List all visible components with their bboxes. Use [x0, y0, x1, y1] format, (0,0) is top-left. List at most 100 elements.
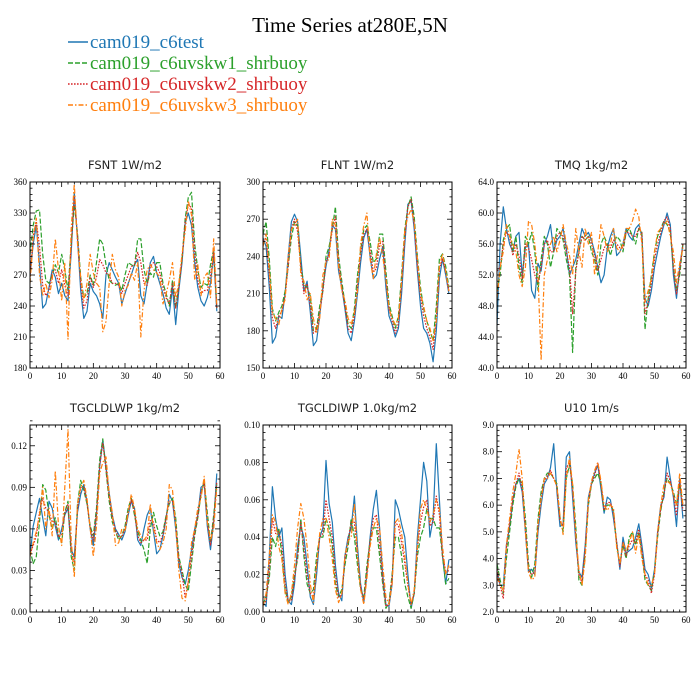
- y-tick-label: 0.06: [11, 524, 27, 534]
- x-tick-label: 0: [495, 371, 500, 381]
- y-tick-label: 180: [14, 363, 28, 373]
- x-tick-label: 50: [650, 371, 660, 381]
- legend-item: cam019_c6uvskw2_shrbuoy: [68, 74, 308, 95]
- x-tick-label: 0: [261, 371, 266, 381]
- series-line: [263, 196, 450, 342]
- x-tick-label: 40: [619, 371, 629, 381]
- x-tick-label: 30: [587, 371, 597, 381]
- series-line: [30, 196, 218, 309]
- x-tick-label: 0: [28, 615, 33, 625]
- panel-title: TGCLDIWP 1.0kg/m2: [297, 401, 417, 415]
- series-group: [263, 196, 450, 363]
- x-tick-label: 60: [682, 371, 692, 381]
- y-tick-label: 0.00: [11, 607, 27, 617]
- chart-panel: TGCLDIWP 1.0kg/m2 0 10 20 30 40 50 60 0.00 0.02 0.…: [244, 401, 457, 625]
- x-tick-label: 30: [121, 615, 131, 625]
- y-tick-label: 150: [247, 363, 261, 373]
- series-line: [263, 443, 450, 609]
- x-tick-label: 20: [322, 371, 332, 381]
- x-tick-label: 50: [184, 615, 194, 625]
- y-tick-label: 210: [247, 289, 261, 299]
- x-tick-label: 0: [28, 371, 33, 381]
- series-line: [30, 442, 218, 599]
- plot-frame: [262, 424, 453, 613]
- y-tick-label: 0.02: [244, 570, 260, 580]
- x-tick-label: 40: [385, 371, 395, 381]
- x-tick-label: 10: [290, 615, 300, 625]
- x-tick-label: 50: [416, 615, 426, 625]
- legend-label: cam019_c6uvskw2_shrbuoy: [90, 74, 308, 95]
- y-tick-label: 0.04: [244, 532, 260, 542]
- y-tick-label: 330: [14, 208, 28, 218]
- x-tick-label: 30: [587, 615, 597, 625]
- series-group: [497, 206, 684, 361]
- y-tick-label: 6.0: [483, 500, 495, 510]
- series-line: [30, 191, 218, 309]
- y-tick-label: 0.09: [11, 482, 27, 492]
- y-tick-label: 8.0: [483, 447, 495, 457]
- legend: cam019_c6testcam019_c6uvskw1_shrbuoycam0…: [68, 32, 308, 116]
- x-tick-label: 20: [322, 615, 332, 625]
- x-tick-label: 60: [216, 371, 226, 381]
- x-tick-label: 50: [184, 371, 194, 381]
- y-tick-label: 0.06: [244, 495, 260, 505]
- y-tick-label: 0.00: [244, 607, 260, 617]
- y-tick-label: 0.03: [11, 565, 27, 575]
- legend-label: cam019_c6test: [90, 32, 205, 53]
- x-tick-label: 40: [385, 615, 395, 625]
- x-tick-label: 60: [216, 615, 226, 625]
- series-line: [263, 208, 450, 342]
- chart-panel: TMQ 1kg/m2 0 10 20 30 40 50 60 40.0 44.0 48.0 52.0 5…: [478, 158, 691, 381]
- panel-title: FSNT 1W/m2: [88, 158, 162, 172]
- x-tick-label: 40: [619, 615, 629, 625]
- chart-panel: FSNT 1W/m2 0 10 20 30 40 50 60 180 210 240 270 300 33…: [14, 158, 226, 381]
- plot-frame: [496, 181, 687, 369]
- x-tick-label: 60: [448, 615, 458, 625]
- y-tick-label: 7.0: [483, 473, 495, 483]
- legend-item: cam019_c6test: [68, 32, 205, 53]
- x-tick-label: 60: [682, 615, 692, 625]
- x-tick-label: 10: [524, 615, 534, 625]
- y-tick-label: 300: [247, 177, 261, 187]
- x-tick-label: 30: [353, 371, 363, 381]
- x-tick-label: 10: [57, 615, 67, 625]
- series-line: [30, 428, 218, 602]
- x-tick-label: 0: [495, 615, 500, 625]
- y-tick-label: 0.12: [11, 441, 27, 451]
- x-tick-label: 20: [89, 371, 99, 381]
- series-line: [30, 439, 218, 585]
- y-tick-label: 240: [14, 301, 28, 311]
- y-tick-label: 40.0: [478, 363, 494, 373]
- legend-item: cam019_c6uvskw3_shrbuoy: [68, 95, 308, 116]
- x-tick-label: 10: [57, 371, 67, 381]
- y-tick-label: 360: [14, 177, 28, 187]
- y-tick-label: 210: [14, 332, 28, 342]
- x-tick-label: 20: [556, 615, 566, 625]
- series-line: [263, 200, 450, 363]
- chart-panel: TGCLDLWP 1kg/m2 0 10 20 30 40 50 60 0.00 0.03 0.06…: [11, 401, 225, 625]
- x-tick-label: 50: [416, 371, 426, 381]
- y-tick-label: 270: [247, 214, 261, 224]
- y-tick-label: 3.0: [483, 580, 495, 590]
- x-tick-label: 20: [89, 615, 99, 625]
- series-group: [30, 428, 218, 602]
- plot-frame: [496, 424, 687, 613]
- y-tick-label: 2.0: [483, 607, 495, 617]
- x-tick-label: 20: [556, 371, 566, 381]
- y-tick-label: 0.08: [244, 457, 260, 467]
- y-tick-label: 48.0: [478, 301, 494, 311]
- series-line: [30, 183, 218, 340]
- panel-title: TGCLDLWP 1kg/m2: [69, 401, 180, 415]
- panel-title: FLNT 1W/m2: [321, 158, 394, 172]
- series-group: [497, 443, 684, 600]
- y-tick-label: 44.0: [478, 332, 494, 342]
- x-tick-label: 30: [121, 371, 131, 381]
- y-tick-label: 52.0: [478, 270, 494, 280]
- panel-title: TMQ 1kg/m2: [554, 158, 628, 172]
- legend-item: cam019_c6uvskw1_shrbuoy: [68, 53, 308, 74]
- series-group: [30, 183, 218, 340]
- chart-panel: U10 1m/s 0 10 20 30 40 50 60 2.0 3.0 4.0 5.0 6.0 7.0 8…: [483, 401, 691, 625]
- y-tick-label: 60.0: [478, 208, 494, 218]
- x-tick-label: 60: [448, 371, 458, 381]
